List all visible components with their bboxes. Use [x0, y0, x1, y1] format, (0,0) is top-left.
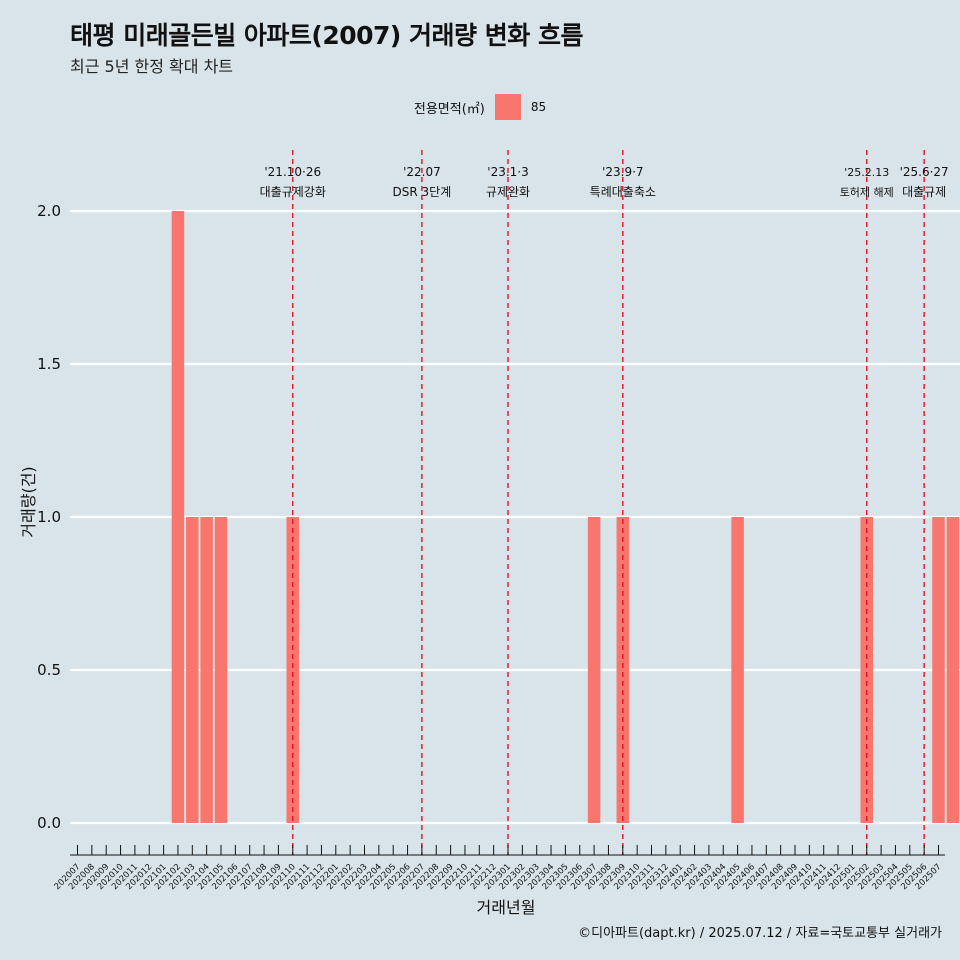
bar	[200, 517, 213, 823]
bar	[616, 517, 630, 823]
event-name-label: 특례대출축소	[590, 185, 656, 199]
bar	[286, 517, 299, 823]
chart-title: 태평 미래골든빌 아파트(2007) 거래량 변화 흐름	[70, 21, 583, 50]
event-name-label: 대출규제	[902, 185, 946, 199]
source-footer: ©디아파트(dapt.kr) / 2025.07.12 / 자료=국토교통부 실…	[578, 926, 942, 941]
event-name-label: 규제완화	[486, 185, 530, 199]
event-name-label: 대출규제강화	[260, 185, 326, 199]
event-date-label: '25.2.13	[844, 166, 889, 179]
y-tick-label: 1.5	[37, 355, 61, 373]
chart-subtitle: 최근 5년 한정 확대 차트	[70, 57, 234, 76]
bar	[860, 517, 873, 823]
legend-swatch	[494, 94, 521, 120]
event-date-label: '25.6·27	[900, 165, 949, 179]
y-tick-label: 0.0	[37, 814, 61, 832]
bar	[946, 517, 960, 823]
event-date-label: '23.1·3	[487, 165, 528, 179]
y-tick-label: 0.5	[37, 661, 61, 679]
bar	[932, 517, 945, 823]
y-tick-label: 2.0	[37, 202, 61, 220]
legend-title: 전용면적(㎡)	[413, 101, 485, 117]
event-date-label: '22.07	[403, 165, 441, 179]
bar	[186, 517, 199, 823]
bar	[214, 517, 228, 823]
event-name-label: 토허제 해제	[840, 185, 894, 199]
event-name-label: DSR 3단계	[393, 185, 452, 199]
bar	[731, 517, 744, 823]
legend: 전용면적(㎡) 85	[0, 94, 960, 120]
x-axis-title: 거래년월	[477, 898, 536, 917]
event-date-label: '21.10·26	[264, 165, 321, 179]
legend-entry-label: 85	[530, 100, 547, 114]
y-axis-title: 거래량(건)	[19, 466, 38, 537]
y-tick-label: 1.0	[37, 508, 61, 526]
bar	[171, 211, 185, 823]
bar	[587, 517, 601, 823]
event-date-label: '23.9·7	[602, 165, 643, 179]
